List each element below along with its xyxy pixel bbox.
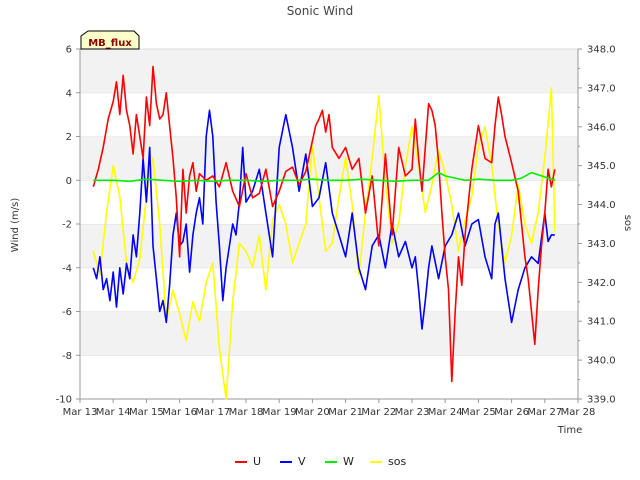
x-tick-label: Mar 26 bbox=[494, 407, 529, 418]
chart-title: Sonic Wind bbox=[287, 4, 353, 18]
badge-label: MB_flux bbox=[88, 38, 132, 49]
x-tick-label: Mar 15 bbox=[129, 407, 164, 418]
y-tick-label: -4 bbox=[62, 263, 72, 274]
y-tick-label: -6 bbox=[62, 307, 72, 318]
series-line-u bbox=[92, 65, 556, 383]
y2-tick-label: 345.0 bbox=[587, 161, 616, 172]
grid-band bbox=[80, 136, 578, 181]
x-tick-label: Mar 19 bbox=[262, 407, 297, 418]
legend-label-w: W bbox=[343, 455, 354, 468]
y-tick-label: -2 bbox=[62, 220, 72, 231]
left-axis: -10 -8 -6 -4 -2 0 2 4 6 bbox=[56, 45, 80, 406]
x-tick-label: Mar 13 bbox=[63, 407, 98, 418]
mb-flux-badge: MB_flux bbox=[80, 30, 140, 50]
y-tick-label: 4 bbox=[66, 88, 72, 99]
grid-band bbox=[80, 267, 578, 312]
legend-label-v: V bbox=[298, 455, 306, 468]
y2-tick-label: 341.0 bbox=[587, 317, 616, 328]
y2-axis-label: sos bbox=[622, 215, 633, 232]
x-tick-label: Mar 22 bbox=[361, 407, 396, 418]
x-tick-label: Mar 20 bbox=[295, 407, 330, 418]
right-axis: 339.0 340.0 341.0 342.0 343.0 344.0 345.0 346.0… bbox=[578, 45, 616, 406]
y2-tick-label: 343.0 bbox=[587, 239, 616, 250]
x-tick-label: Mar 25 bbox=[461, 407, 496, 418]
y-tick-label: -8 bbox=[62, 351, 72, 362]
y2-tick-label: 342.0 bbox=[587, 278, 616, 289]
x-tick-label: Mar 21 bbox=[328, 407, 363, 418]
x-tick-label: Mar 28 bbox=[561, 407, 596, 418]
y2-tick-label: 340.0 bbox=[587, 356, 616, 367]
series-lines bbox=[92, 65, 556, 400]
y2-tick-label: 348.0 bbox=[587, 45, 616, 56]
x-tick-label: Mar 14 bbox=[96, 407, 131, 418]
x-tick-label: Mar 18 bbox=[229, 407, 264, 418]
legend-label-u: U bbox=[253, 455, 261, 468]
x-tick-label: Mar 16 bbox=[162, 407, 197, 418]
y2-tick-label: 346.0 bbox=[587, 122, 616, 133]
y-tick-label: 0 bbox=[66, 176, 72, 187]
x-tick-label: Mar 27 bbox=[527, 407, 562, 418]
y2-tick-label: 339.0 bbox=[587, 395, 616, 406]
series-line-w bbox=[93, 171, 556, 183]
x-tick-label: Mar 23 bbox=[395, 407, 430, 418]
legend-label-sos: sos bbox=[388, 455, 406, 468]
background-bands bbox=[80, 48, 578, 399]
grid-band bbox=[80, 355, 578, 399]
badge-shape bbox=[80, 30, 140, 50]
grid-band bbox=[80, 49, 578, 93]
y-tick-label: 2 bbox=[66, 132, 72, 143]
y-axis-label: Wind (m/s) bbox=[10, 198, 21, 253]
x-axis-label: Time bbox=[557, 425, 582, 436]
series-line-v bbox=[92, 109, 555, 330]
y-tick-label: -10 bbox=[56, 395, 72, 406]
y-tick-label: 6 bbox=[66, 45, 72, 56]
y2-tick-label: 344.0 bbox=[587, 200, 616, 211]
x-tick-label: Mar 24 bbox=[428, 407, 463, 418]
x-tick-label: Mar 17 bbox=[195, 407, 230, 418]
y2-tick-label: 347.0 bbox=[587, 83, 616, 94]
grid-band bbox=[80, 311, 578, 356]
